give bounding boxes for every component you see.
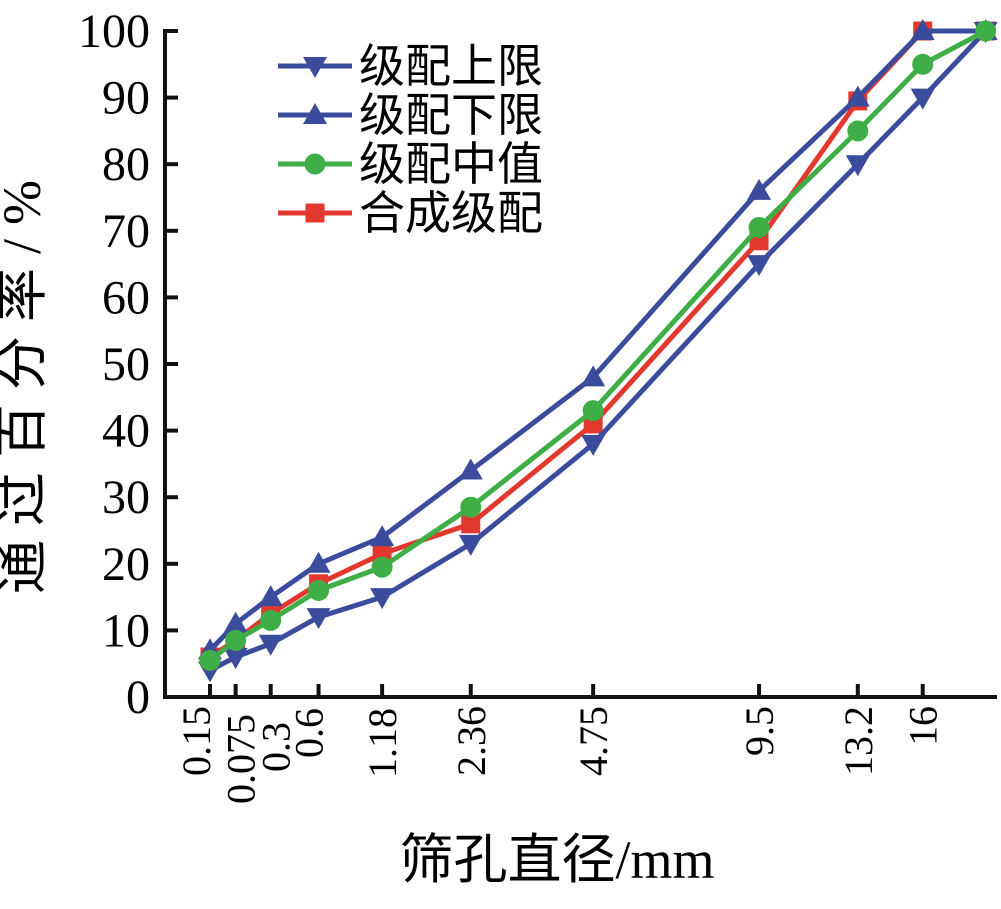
x-tick-label: 13.2 [836, 706, 881, 776]
y-axis-ticks [165, 29, 178, 633]
legend-entry: 级配下限 [278, 90, 543, 141]
series-median [199, 20, 997, 671]
y-tick-label: 70 [102, 205, 150, 258]
x-tick-label: 0.075 [219, 714, 264, 804]
x-tick-label: 9.5 [737, 706, 782, 756]
x-tick-label: 4.75 [571, 706, 616, 776]
y-axis-title: 通过百分率/% [0, 166, 52, 594]
y-tick-label: 90 [102, 72, 150, 125]
x-axis-ticks [208, 684, 925, 697]
y-tick-label: 60 [102, 271, 150, 324]
legend-label: 级配中值 [359, 139, 543, 190]
y-tick-label: 0 [126, 671, 150, 724]
x-tick-label: 1.18 [360, 708, 405, 778]
y-tick-label: 10 [102, 604, 150, 657]
x-tick-label: 0.6 [287, 708, 332, 758]
x-axis-title: 筛孔直径/mm [399, 830, 714, 890]
legend-triangle-up-icon [303, 103, 327, 124]
legend-square-icon [305, 203, 325, 223]
legend-entry: 级配中值 [278, 139, 543, 190]
y-tick-label: 50 [102, 338, 150, 391]
y-axis-labels: 0 10 20 30 40 50 60 70 80 90 100 [78, 5, 150, 724]
legend-label: 合成级配 [359, 188, 543, 239]
series-upper-limit [198, 22, 998, 683]
legend-label: 级配上限 [359, 41, 543, 92]
y-tick-label: 30 [102, 471, 150, 524]
x-tick-label: 0.3 [254, 722, 299, 772]
y-tick-label: 80 [102, 138, 150, 191]
x-tick-label: 16 [901, 706, 946, 746]
axes [163, 29, 997, 699]
legend-entry: 合成级配 [278, 188, 543, 239]
x-tick-label: 0.15 [174, 706, 219, 776]
legend-triangle-down-icon [303, 57, 327, 78]
legend-circle-icon [304, 153, 326, 175]
legend-entry: 级配上限 [278, 41, 543, 92]
x-tick-label: 2.36 [449, 706, 494, 776]
y-tick-label: 100 [78, 5, 150, 58]
y-tick-label: 20 [102, 538, 150, 591]
legend-label: 级配下限 [359, 90, 543, 141]
y-tick-label: 40 [102, 405, 150, 458]
